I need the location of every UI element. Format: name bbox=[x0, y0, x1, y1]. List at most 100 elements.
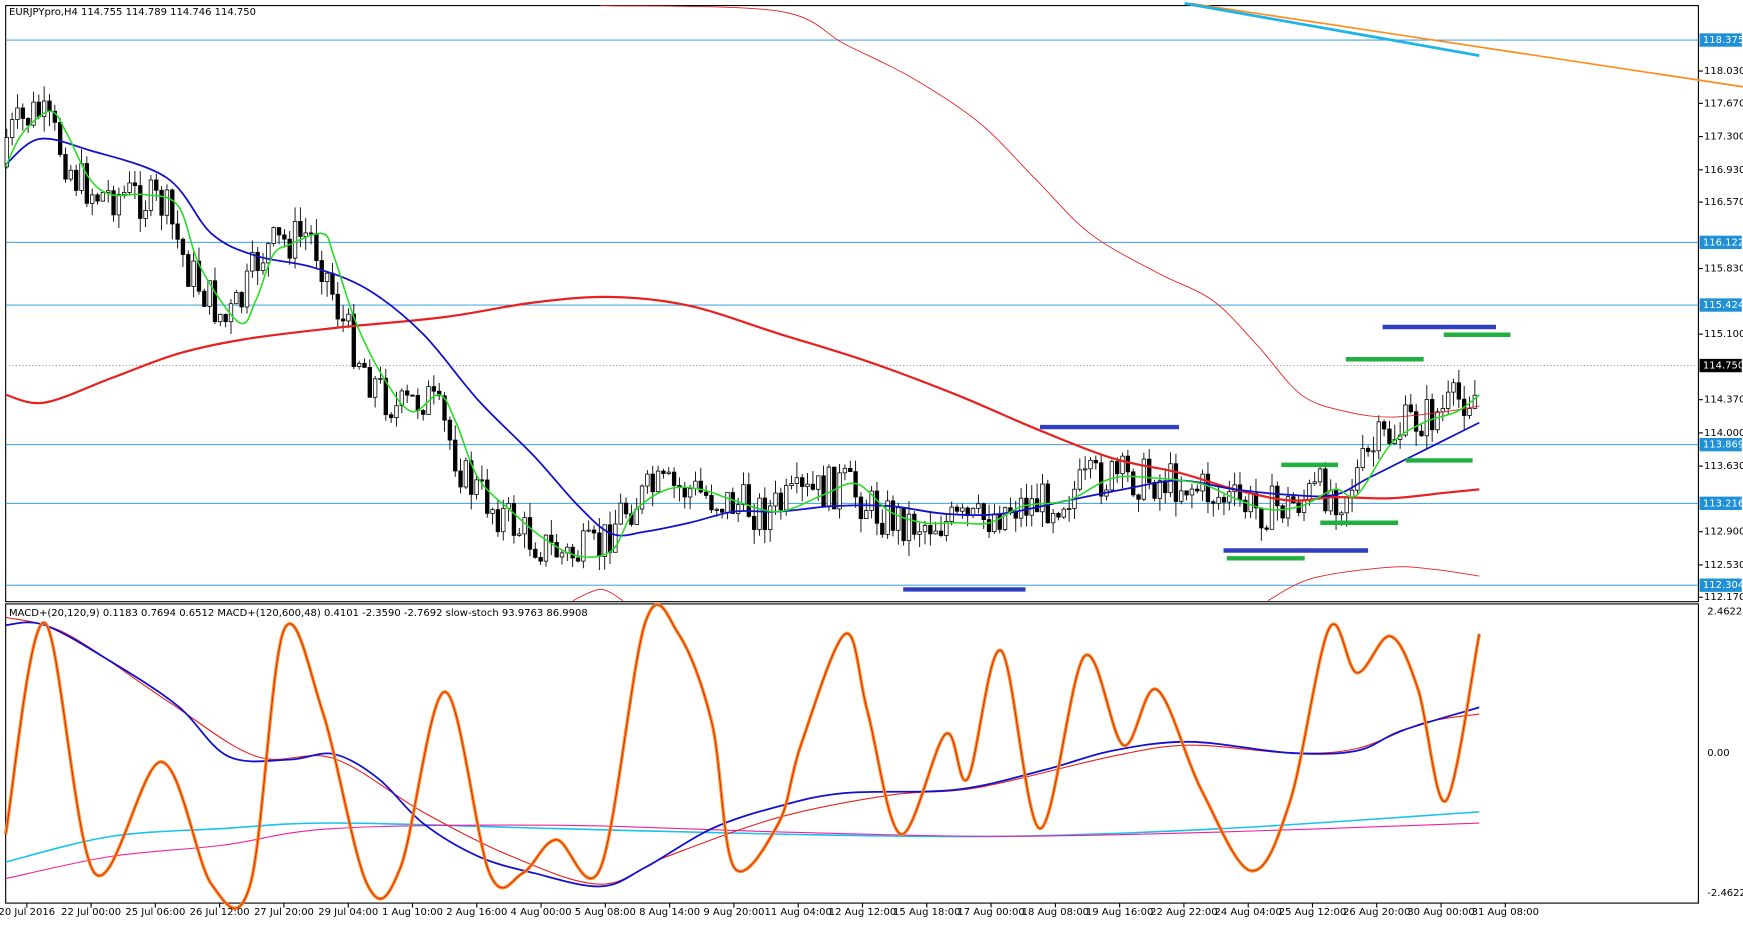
price-label: 118.030 bbox=[1704, 66, 1743, 77]
price-label: 116.930 bbox=[1704, 165, 1743, 176]
candle-body bbox=[885, 500, 890, 535]
level-label: 113.216 bbox=[1703, 498, 1743, 509]
trend-line bbox=[1184, 1, 1480, 57]
candle-body bbox=[1269, 485, 1275, 530]
candle-body bbox=[933, 530, 938, 535]
candle-body bbox=[671, 471, 677, 486]
candle-body bbox=[378, 377, 383, 380]
envelope-line bbox=[1267, 566, 1480, 601]
candle-body bbox=[1157, 480, 1163, 499]
candle-body bbox=[404, 390, 410, 396]
candle-body bbox=[912, 513, 917, 535]
candle-body bbox=[351, 313, 356, 367]
stochastic-signal bbox=[5, 604, 1480, 909]
candle-body bbox=[800, 477, 805, 487]
candle-body bbox=[805, 483, 810, 487]
candle-body bbox=[922, 525, 928, 533]
candle-body bbox=[661, 470, 666, 474]
macd-slow bbox=[5, 811, 1480, 863]
candle-body bbox=[522, 517, 527, 535]
candle-body bbox=[618, 502, 623, 525]
candle-body bbox=[586, 529, 591, 532]
candle-body bbox=[880, 522, 885, 535]
candle-body bbox=[330, 272, 335, 295]
candle-body bbox=[597, 532, 602, 557]
level-tag bbox=[1699, 235, 1742, 250]
candle-body bbox=[1205, 473, 1211, 503]
candle-body bbox=[415, 395, 421, 411]
candle-body bbox=[826, 466, 832, 508]
candle-body bbox=[810, 483, 816, 490]
candle-body bbox=[1050, 512, 1056, 524]
candle-body bbox=[890, 500, 896, 531]
candle-body bbox=[869, 490, 874, 511]
candle-body bbox=[266, 243, 271, 264]
candle-body bbox=[741, 484, 746, 506]
time-label: 31 Aug 08:00 bbox=[1472, 907, 1539, 918]
candle-body bbox=[469, 460, 474, 495]
candle-body bbox=[1115, 461, 1120, 475]
candle-body bbox=[1408, 404, 1413, 413]
price-label: 115.830 bbox=[1704, 264, 1743, 275]
candle-body bbox=[858, 496, 864, 520]
candle-body bbox=[1152, 482, 1157, 499]
candle-body bbox=[372, 378, 378, 398]
candle-body bbox=[821, 475, 826, 508]
candle-body bbox=[250, 251, 255, 272]
candle-body bbox=[1002, 507, 1008, 530]
time-label: 22 Jul 00:00 bbox=[61, 907, 121, 918]
time-label: 19 Aug 16:00 bbox=[1086, 907, 1153, 918]
candle-body bbox=[234, 292, 239, 305]
candle-body bbox=[287, 238, 292, 259]
level-tag bbox=[1699, 33, 1742, 47]
candle-body bbox=[1403, 404, 1408, 436]
candle-body bbox=[591, 529, 597, 534]
candle-body bbox=[36, 101, 41, 117]
candle-body bbox=[533, 548, 538, 558]
candle-body bbox=[447, 419, 453, 441]
candle-body bbox=[1424, 399, 1429, 437]
candle-body bbox=[666, 471, 671, 474]
candle-body bbox=[282, 234, 287, 240]
level-label: 113.869 bbox=[1703, 440, 1743, 451]
candle-body bbox=[549, 534, 554, 543]
candle-body bbox=[1195, 488, 1200, 492]
level-label: 112.304 bbox=[1703, 580, 1743, 591]
candle-body bbox=[575, 557, 581, 562]
candle-body bbox=[607, 524, 613, 553]
time-label: 15 Aug 18:00 bbox=[893, 907, 960, 918]
candle-body bbox=[1243, 499, 1248, 513]
level-label: 118.375 bbox=[1703, 35, 1743, 46]
candle-body bbox=[1082, 468, 1088, 471]
indicator-axis-label: 0.00 bbox=[1707, 748, 1729, 759]
candle-body bbox=[784, 485, 789, 511]
candle-body bbox=[554, 541, 559, 558]
candle-body bbox=[997, 513, 1002, 530]
envelope-line bbox=[572, 589, 624, 601]
candle-body bbox=[52, 110, 57, 123]
candle-body bbox=[495, 509, 501, 533]
candle-body bbox=[1339, 512, 1344, 516]
indicator-axis-label: 2.4622 bbox=[1707, 607, 1742, 618]
candle-body bbox=[687, 488, 693, 498]
price-label: 114.000 bbox=[1704, 428, 1743, 439]
candle-body bbox=[1136, 494, 1141, 500]
candle-body bbox=[116, 194, 122, 216]
candle-body bbox=[335, 293, 340, 320]
candle-body bbox=[789, 483, 794, 486]
candle-body bbox=[170, 189, 175, 225]
candle-body bbox=[271, 227, 276, 244]
candle-body bbox=[1024, 497, 1029, 516]
candle-body bbox=[260, 262, 266, 271]
level-tag bbox=[1699, 437, 1742, 452]
candle-body bbox=[1259, 507, 1264, 529]
candle-body bbox=[1307, 483, 1312, 501]
candle-body bbox=[1419, 430, 1424, 437]
candle-body bbox=[1445, 391, 1451, 409]
candle-body bbox=[682, 487, 687, 498]
candle-body bbox=[538, 556, 543, 562]
candle-body bbox=[896, 507, 901, 531]
candle-body bbox=[47, 100, 52, 112]
candle-body bbox=[223, 313, 228, 323]
